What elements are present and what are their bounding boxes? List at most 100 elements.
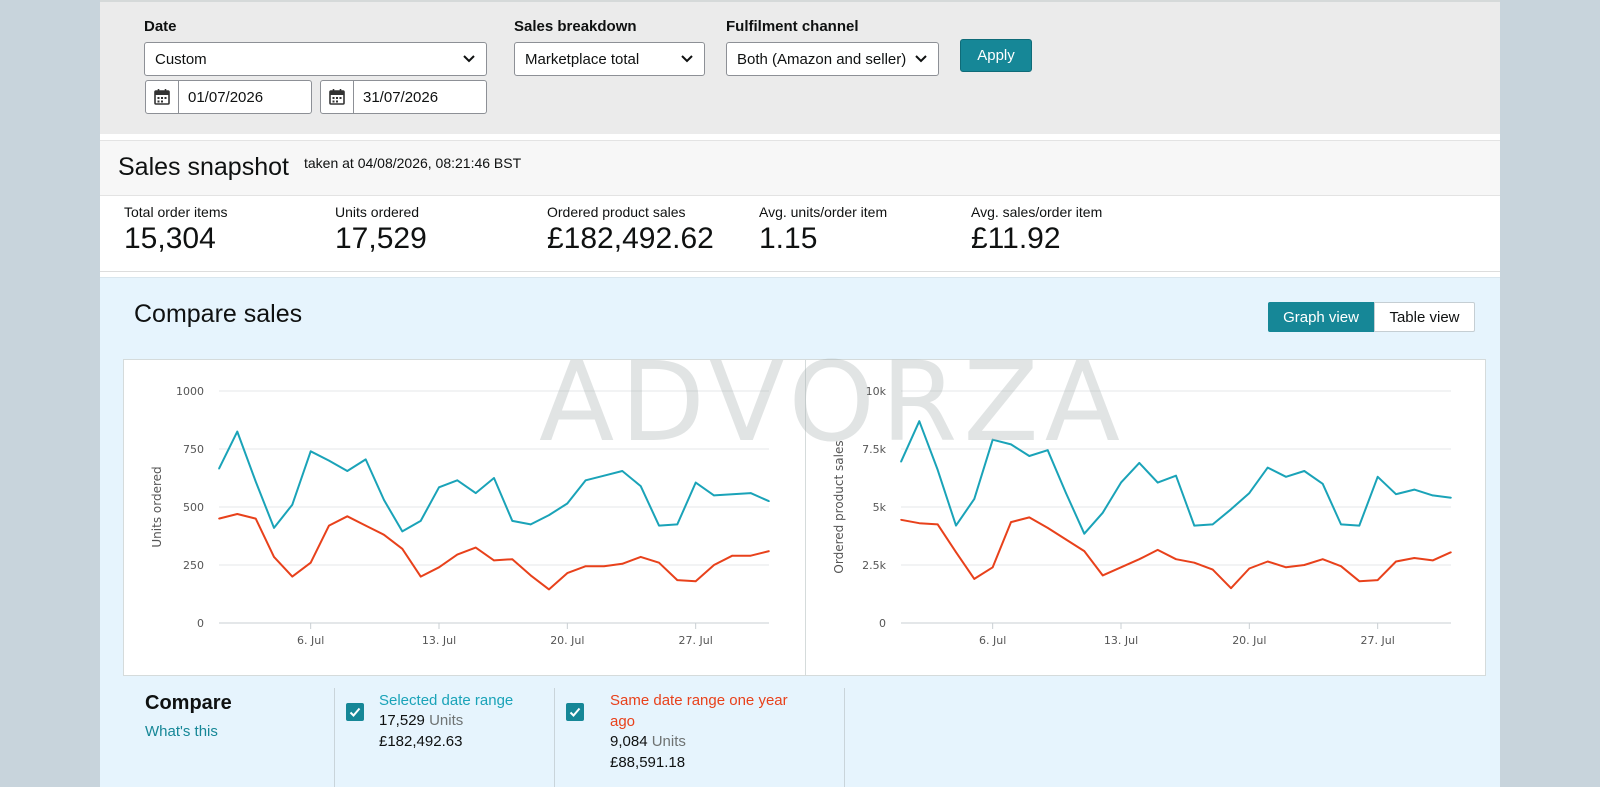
data-point <box>1230 508 1232 511</box>
series-line-selected[interactable] <box>900 420 1452 535</box>
breakdown-value: Marketplace total <box>525 50 640 68</box>
data-point <box>474 492 477 494</box>
y-tick-label: 1000 <box>176 385 204 398</box>
y-tick-label: 5k <box>873 501 887 514</box>
data-point <box>1303 470 1306 472</box>
data-point <box>1083 532 1086 535</box>
channel-label: Fulfilment channel <box>726 18 859 35</box>
data-point <box>973 498 976 500</box>
sales-breakdown-select[interactable]: Marketplace total <box>514 42 705 76</box>
data-point <box>1376 579 1379 581</box>
calendar-icon[interactable] <box>146 81 179 113</box>
metric-label: Avg. units/order item <box>759 204 888 220</box>
data-point <box>438 566 440 569</box>
series-line-previous-year[interactable] <box>900 516 1452 590</box>
data-point <box>511 558 514 560</box>
snapshot-title: Sales snapshot <box>118 153 289 181</box>
metric-value: 17,529 <box>335 222 427 255</box>
x-tick-label: 6. Jul <box>979 634 1006 647</box>
breakdown-label: Sales breakdown <box>514 18 637 35</box>
y-axis-label: Units ordered <box>150 466 164 547</box>
data-point <box>529 523 532 526</box>
series-line-selected[interactable] <box>218 430 770 533</box>
filter-bar: Date Custom 01/07/2026 31/07/2026 Sales … <box>100 0 1500 134</box>
data-point <box>1321 558 1324 560</box>
graph-view-button[interactable]: Graph view <box>1268 302 1374 332</box>
data-point <box>1395 560 1397 563</box>
end-date-field[interactable]: 31/07/2026 <box>320 80 487 114</box>
ordered-product-sales-chart: 0 2.5k 5k 7.5k 10k 6. Jul 13. Jul 20. Jul 27. Ju… <box>832 385 1452 647</box>
selected-range-checkbox[interactable] <box>346 703 364 721</box>
data-point <box>621 470 624 472</box>
data-point <box>566 502 569 505</box>
apply-button[interactable]: Apply <box>960 39 1032 72</box>
previous-year-sales: £88,591.18 <box>610 754 686 771</box>
metric-label: Ordered product sales <box>547 204 686 220</box>
date-range-select[interactable]: Custom <box>144 42 487 76</box>
data-point <box>218 517 220 520</box>
start-date-field[interactable]: 01/07/2026 <box>145 80 312 114</box>
channel-value: Both (Amazon and seller) <box>737 50 907 68</box>
previous-year-checkbox[interactable] <box>566 703 584 721</box>
charts-panel: 0 250 500 750 1000 6. Jul 13. Jul 20. Jul 27. Ju… <box>123 338 1486 676</box>
data-point <box>713 494 715 497</box>
data-point <box>548 514 550 516</box>
data-point <box>1285 566 1287 569</box>
data-point <box>1193 524 1196 527</box>
data-point <box>1340 523 1342 526</box>
data-point <box>309 450 312 453</box>
data-point <box>328 524 330 527</box>
data-point <box>1065 538 1067 541</box>
data-point <box>1431 559 1434 562</box>
data-point <box>603 474 605 477</box>
data-point <box>346 515 349 518</box>
data-point <box>383 534 385 536</box>
data-point <box>694 481 697 484</box>
data-point <box>1156 549 1159 551</box>
data-point <box>456 479 459 482</box>
checkmark-icon <box>349 707 361 717</box>
data-point <box>900 460 902 463</box>
metric-value: £182,492.62 <box>547 222 714 255</box>
data-point <box>511 520 514 522</box>
data-point <box>236 430 239 433</box>
data-point <box>309 561 312 564</box>
data-point <box>694 580 697 583</box>
legend-divider <box>844 688 845 787</box>
fulfilment-channel-select[interactable]: Both (Amazon and seller) <box>726 42 939 76</box>
data-point <box>1175 558 1177 560</box>
calendar-icon[interactable] <box>321 81 354 113</box>
y-tick-label: 750 <box>183 443 204 456</box>
data-point <box>1211 568 1214 571</box>
data-point <box>1156 481 1159 484</box>
chevron-down-icon <box>681 55 693 63</box>
series-line-previous-year[interactable] <box>218 513 770 591</box>
data-point <box>1046 449 1049 451</box>
y-tick-label: 2.5k <box>862 559 886 572</box>
data-point <box>273 527 275 529</box>
data-point <box>401 547 404 550</box>
data-point <box>1046 527 1049 529</box>
table-view-button[interactable]: Table view <box>1374 302 1475 332</box>
compare-label: Compare <box>145 692 232 714</box>
data-point <box>1175 474 1177 477</box>
metric-label: Avg. sales/order item <box>971 204 1103 220</box>
units-value: 9,084 <box>610 733 648 750</box>
whats-this-link[interactable]: What's this <box>145 723 218 740</box>
data-point <box>1193 561 1196 564</box>
data-point <box>900 518 902 521</box>
data-point <box>749 492 752 494</box>
data-point <box>328 459 330 462</box>
data-point <box>918 522 921 525</box>
units-ordered-chart: 0 250 500 750 1000 6. Jul 13. Jul 20. Jul 27. Ju… <box>150 385 770 647</box>
data-point <box>1010 521 1012 523</box>
data-point <box>1413 557 1416 559</box>
data-point <box>401 530 404 533</box>
data-point <box>346 470 349 472</box>
data-point <box>1340 565 1342 567</box>
units-word: Units <box>651 733 686 750</box>
metric-avg-sales: Avg. sales/order item £11.92 <box>971 204 1102 256</box>
data-point <box>1358 580 1361 583</box>
data-point <box>1376 476 1379 478</box>
x-tick-label: 13. Jul <box>1104 634 1138 647</box>
